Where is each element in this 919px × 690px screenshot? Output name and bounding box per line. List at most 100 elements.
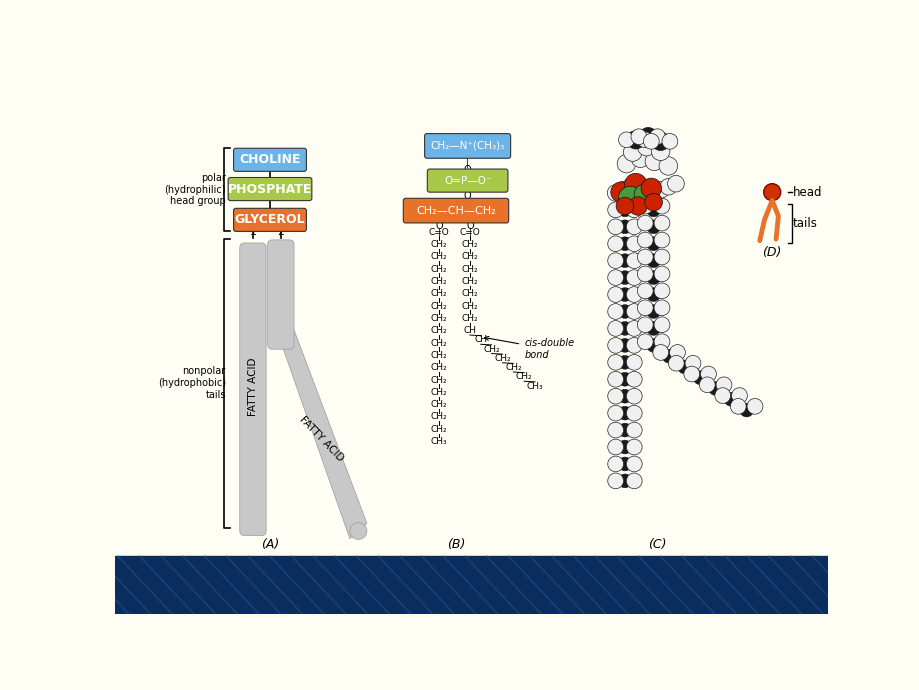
Circle shape	[730, 399, 745, 414]
Text: CH₂: CH₂	[516, 373, 532, 382]
Circle shape	[618, 220, 631, 234]
Circle shape	[607, 405, 623, 421]
Circle shape	[629, 175, 646, 192]
Circle shape	[653, 232, 669, 248]
FancyBboxPatch shape	[228, 177, 312, 201]
Circle shape	[646, 203, 660, 217]
Circle shape	[651, 142, 669, 161]
Circle shape	[626, 456, 641, 472]
Text: CH₂—CH—CH₂: CH₂—CH—CH₂	[415, 206, 495, 215]
Circle shape	[626, 270, 641, 286]
Text: (A): (A)	[261, 538, 278, 551]
Circle shape	[618, 457, 631, 471]
Circle shape	[607, 355, 623, 370]
FancyBboxPatch shape	[403, 198, 508, 223]
Text: CH₂: CH₂	[461, 302, 478, 310]
Circle shape	[626, 473, 641, 489]
Circle shape	[637, 266, 652, 282]
Text: CH₂: CH₂	[482, 345, 499, 354]
Text: C=O: C=O	[428, 228, 448, 237]
Circle shape	[618, 389, 631, 403]
Circle shape	[637, 198, 652, 214]
Circle shape	[626, 355, 641, 370]
Circle shape	[626, 371, 641, 387]
Text: CH₃: CH₃	[527, 382, 543, 391]
Circle shape	[642, 133, 659, 149]
Circle shape	[626, 287, 641, 302]
Text: CH₂: CH₂	[430, 400, 447, 409]
Circle shape	[637, 137, 655, 156]
Circle shape	[683, 366, 699, 382]
Text: O: O	[463, 190, 471, 201]
Circle shape	[658, 157, 677, 175]
Text: CH₂—N⁺(CH₃)₃: CH₂—N⁺(CH₃)₃	[430, 141, 505, 151]
Circle shape	[641, 178, 661, 199]
Text: CH₂: CH₂	[461, 289, 478, 298]
Text: head: head	[792, 186, 822, 199]
Circle shape	[708, 382, 721, 395]
FancyBboxPatch shape	[233, 148, 306, 171]
Text: CH₃: CH₃	[430, 437, 447, 446]
Text: CH: CH	[474, 335, 487, 344]
Circle shape	[653, 334, 669, 350]
Circle shape	[618, 440, 631, 454]
Text: |: |	[468, 228, 471, 238]
Circle shape	[607, 439, 623, 455]
Text: CH₂: CH₂	[461, 265, 478, 274]
Circle shape	[646, 237, 660, 250]
Circle shape	[607, 321, 623, 336]
FancyBboxPatch shape	[233, 208, 306, 231]
Circle shape	[629, 197, 647, 215]
Circle shape	[637, 232, 652, 248]
Circle shape	[637, 334, 652, 350]
Circle shape	[637, 317, 652, 333]
Circle shape	[660, 179, 676, 195]
Text: CH₂: CH₂	[430, 302, 447, 310]
Circle shape	[618, 288, 631, 302]
Circle shape	[626, 236, 641, 252]
Circle shape	[624, 173, 646, 195]
Circle shape	[626, 439, 641, 455]
Circle shape	[662, 349, 675, 363]
Text: CH₂: CH₂	[461, 277, 478, 286]
Text: CH₂: CH₂	[430, 425, 447, 434]
Bar	[115, 556, 827, 614]
Circle shape	[715, 377, 732, 393]
Circle shape	[669, 344, 685, 360]
Circle shape	[626, 321, 641, 336]
Circle shape	[638, 128, 657, 146]
Circle shape	[667, 355, 684, 371]
Circle shape	[731, 388, 746, 404]
Text: CH₂: CH₂	[430, 277, 447, 286]
Circle shape	[746, 399, 762, 414]
Text: CH₂: CH₂	[461, 240, 478, 249]
Text: O: O	[463, 165, 471, 175]
Circle shape	[630, 129, 646, 144]
Circle shape	[607, 422, 623, 438]
Circle shape	[626, 405, 641, 421]
Circle shape	[739, 403, 753, 417]
Circle shape	[618, 406, 631, 420]
Circle shape	[626, 304, 641, 319]
Circle shape	[617, 155, 635, 173]
Circle shape	[662, 133, 677, 149]
Circle shape	[607, 236, 623, 252]
Circle shape	[618, 474, 631, 488]
Circle shape	[607, 202, 623, 218]
Circle shape	[618, 304, 631, 318]
Circle shape	[618, 186, 641, 210]
Circle shape	[621, 179, 638, 195]
Circle shape	[637, 215, 652, 231]
Circle shape	[607, 473, 623, 489]
Circle shape	[618, 373, 631, 386]
Text: C=O: C=O	[460, 228, 480, 237]
Circle shape	[646, 270, 660, 284]
Circle shape	[607, 388, 623, 404]
Text: O=P—O⁻: O=P—O⁻	[444, 175, 491, 186]
Text: CH₂: CH₂	[430, 339, 447, 348]
Circle shape	[618, 322, 631, 335]
Circle shape	[626, 337, 641, 353]
Circle shape	[618, 423, 631, 437]
Text: (B): (B)	[447, 538, 465, 551]
Circle shape	[644, 185, 662, 201]
